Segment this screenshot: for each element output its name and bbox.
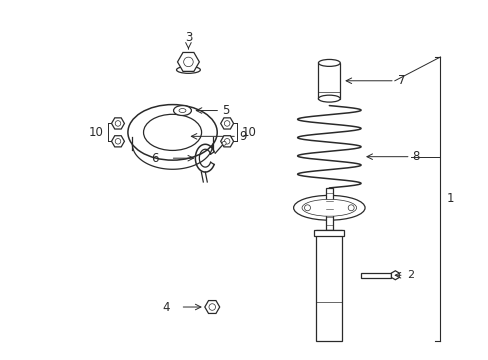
Bar xyxy=(360,273,390,278)
Text: 10: 10 xyxy=(242,126,256,139)
Bar xyxy=(325,188,332,230)
Circle shape xyxy=(115,121,121,126)
Text: 7: 7 xyxy=(397,74,405,87)
Ellipse shape xyxy=(173,105,191,116)
Circle shape xyxy=(347,205,353,211)
Text: 9: 9 xyxy=(239,130,246,143)
Ellipse shape xyxy=(293,195,365,220)
Bar xyxy=(314,230,344,235)
Ellipse shape xyxy=(318,59,340,66)
Text: 8: 8 xyxy=(412,150,419,163)
Ellipse shape xyxy=(179,109,185,113)
Ellipse shape xyxy=(128,105,217,160)
Text: 2: 2 xyxy=(406,270,413,280)
Circle shape xyxy=(222,141,225,145)
Text: 10: 10 xyxy=(88,126,103,139)
Text: 6: 6 xyxy=(150,152,158,165)
Ellipse shape xyxy=(302,199,356,216)
Bar xyxy=(318,63,340,99)
Bar xyxy=(316,230,342,341)
Circle shape xyxy=(224,139,229,144)
Ellipse shape xyxy=(143,114,201,150)
Ellipse shape xyxy=(318,95,340,102)
Circle shape xyxy=(208,304,215,310)
Text: 5: 5 xyxy=(222,104,229,117)
Circle shape xyxy=(304,205,310,211)
Circle shape xyxy=(183,57,193,67)
Text: 3: 3 xyxy=(184,31,192,44)
Text: 1: 1 xyxy=(446,192,453,205)
Text: 4: 4 xyxy=(163,301,170,314)
Circle shape xyxy=(115,139,121,144)
Ellipse shape xyxy=(176,66,200,73)
Circle shape xyxy=(224,121,229,126)
